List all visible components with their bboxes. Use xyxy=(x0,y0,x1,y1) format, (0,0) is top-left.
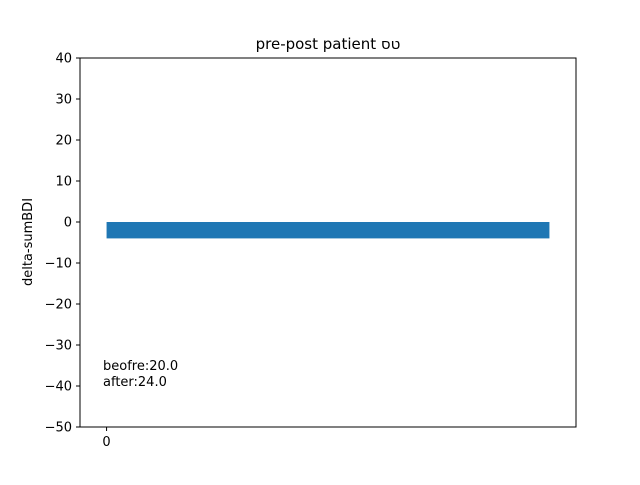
y-tick-label: 20 xyxy=(55,134,72,149)
bars-group xyxy=(106,222,550,239)
plot-frame xyxy=(79,57,577,428)
chart-title: pre-post patient טס xyxy=(256,35,401,53)
y-tick-label: 10 xyxy=(55,175,72,190)
bar-0 xyxy=(106,222,550,239)
annotation-after: after:24.0 xyxy=(103,375,167,390)
y-tick-label: −10 xyxy=(45,257,72,272)
y-tick-label: −30 xyxy=(45,339,72,354)
y-tick-label: −50 xyxy=(45,421,72,436)
y-axis-label: delta-sumBDI xyxy=(21,198,36,286)
x-ticks-group: 0 xyxy=(102,427,111,450)
y-ticks-group: 40 30 20 10 0 −10 −20 −30 −40 −50 xyxy=(45,52,80,436)
annotation-before: beofre:20.0 xyxy=(103,359,178,374)
y-tick-label: 30 xyxy=(55,93,72,108)
y-tick-label: −40 xyxy=(45,380,72,395)
y-tick-label: −20 xyxy=(45,298,72,313)
x-tick-label: 0 xyxy=(102,435,110,450)
y-tick-label: 0 xyxy=(64,216,72,231)
y-tick-label: 40 xyxy=(55,52,72,67)
